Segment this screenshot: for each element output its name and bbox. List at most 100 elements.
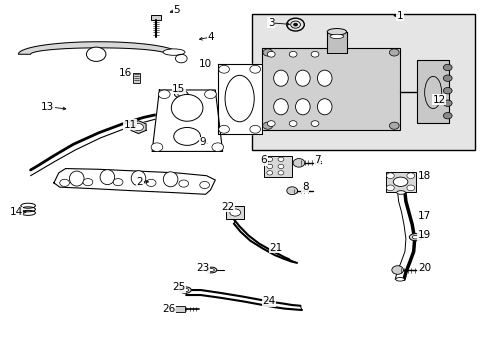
Text: 7: 7	[313, 156, 320, 165]
Circle shape	[388, 49, 398, 56]
Text: 13: 13	[41, 102, 54, 112]
Ellipse shape	[326, 28, 346, 35]
Circle shape	[218, 125, 229, 133]
Ellipse shape	[317, 70, 331, 86]
Circle shape	[443, 100, 451, 107]
Text: 24: 24	[262, 296, 275, 306]
Text: 14: 14	[9, 207, 22, 217]
Circle shape	[266, 164, 272, 168]
Ellipse shape	[224, 75, 254, 122]
Ellipse shape	[208, 269, 214, 271]
Ellipse shape	[329, 34, 343, 39]
Bar	[151, 15, 161, 20]
Text: 10: 10	[199, 59, 212, 69]
Ellipse shape	[69, 171, 84, 186]
Text: 17: 17	[417, 211, 430, 221]
Ellipse shape	[295, 99, 309, 115]
Ellipse shape	[179, 287, 191, 293]
Text: 1: 1	[396, 11, 403, 21]
Circle shape	[151, 143, 163, 152]
Ellipse shape	[178, 99, 184, 103]
Text: 26: 26	[162, 303, 175, 314]
Text: 8: 8	[302, 182, 308, 192]
Circle shape	[146, 179, 156, 186]
Bar	[264, 156, 291, 177]
Circle shape	[200, 181, 209, 189]
Circle shape	[388, 122, 398, 129]
Ellipse shape	[205, 267, 216, 273]
Ellipse shape	[229, 209, 240, 216]
Polygon shape	[217, 64, 261, 134]
Circle shape	[406, 185, 414, 191]
Text: 11: 11	[123, 120, 137, 130]
Bar	[326, 32, 346, 53]
Bar	[385, 172, 415, 192]
Text: 21: 21	[269, 243, 282, 253]
Circle shape	[179, 180, 188, 187]
Circle shape	[286, 187, 297, 195]
Bar	[251, 14, 474, 150]
Ellipse shape	[317, 99, 331, 115]
Ellipse shape	[178, 93, 184, 96]
Polygon shape	[19, 42, 179, 54]
Circle shape	[391, 266, 403, 274]
Polygon shape	[131, 121, 146, 134]
Circle shape	[288, 51, 296, 57]
Ellipse shape	[392, 177, 407, 186]
Circle shape	[386, 173, 393, 179]
Bar	[416, 60, 448, 123]
Circle shape	[266, 171, 272, 175]
Polygon shape	[152, 90, 222, 152]
Bar	[132, 73, 140, 83]
Ellipse shape	[171, 94, 203, 121]
Circle shape	[278, 157, 284, 161]
Ellipse shape	[396, 191, 405, 194]
Ellipse shape	[273, 99, 287, 115]
Circle shape	[406, 173, 414, 179]
Circle shape	[288, 121, 296, 126]
Circle shape	[86, 47, 106, 62]
Ellipse shape	[295, 70, 309, 86]
Text: 6: 6	[260, 156, 267, 165]
Ellipse shape	[182, 288, 188, 292]
Ellipse shape	[163, 49, 184, 55]
Bar	[225, 206, 244, 219]
Ellipse shape	[174, 91, 188, 98]
Text: 2: 2	[136, 177, 143, 187]
Ellipse shape	[131, 171, 145, 186]
Circle shape	[263, 122, 272, 129]
Ellipse shape	[100, 170, 115, 185]
Circle shape	[133, 123, 143, 131]
Text: 18: 18	[417, 171, 430, 181]
Circle shape	[267, 121, 275, 126]
Circle shape	[292, 158, 304, 167]
Text: 16: 16	[119, 68, 132, 78]
Circle shape	[278, 171, 284, 175]
Circle shape	[158, 90, 170, 99]
Text: 9: 9	[200, 138, 206, 148]
Circle shape	[266, 157, 272, 161]
Circle shape	[293, 23, 297, 26]
Ellipse shape	[273, 70, 287, 86]
Circle shape	[443, 112, 451, 119]
Text: 4: 4	[207, 32, 213, 42]
Ellipse shape	[173, 127, 200, 145]
Circle shape	[249, 65, 260, 73]
Circle shape	[204, 90, 216, 99]
Text: 23: 23	[196, 262, 209, 273]
Circle shape	[60, 179, 69, 186]
Circle shape	[263, 49, 272, 56]
Ellipse shape	[411, 235, 418, 239]
Circle shape	[386, 185, 393, 191]
Text: 20: 20	[417, 262, 430, 273]
Circle shape	[83, 179, 93, 186]
Circle shape	[113, 179, 122, 186]
Circle shape	[267, 51, 275, 57]
Bar	[261, 48, 399, 130]
Text: 3: 3	[267, 18, 274, 28]
Bar	[175, 306, 185, 312]
Text: 19: 19	[417, 230, 430, 240]
Text: 15: 15	[172, 84, 185, 94]
Ellipse shape	[395, 278, 404, 281]
Circle shape	[310, 51, 318, 57]
